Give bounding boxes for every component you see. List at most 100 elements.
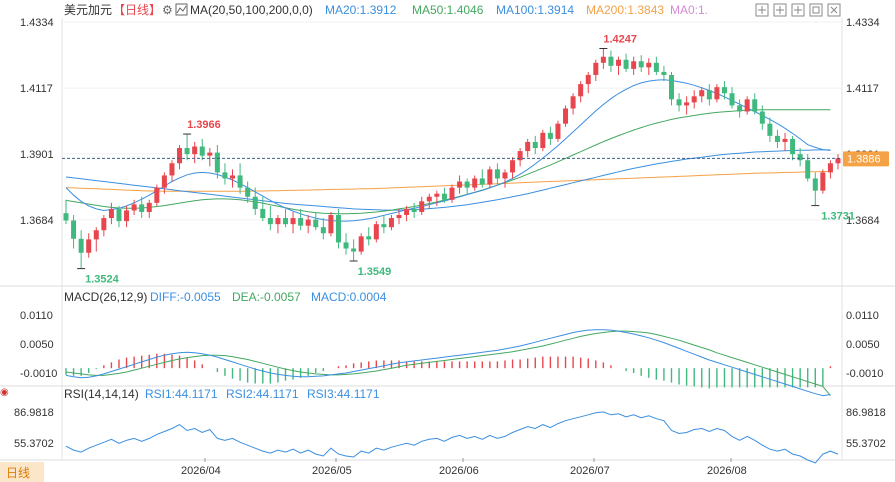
extreme-label: 1.3731 — [821, 211, 855, 223]
candle-body — [646, 62, 652, 68]
candle-body — [411, 208, 417, 212]
restore-icon[interactable] — [809, 3, 823, 17]
symbol-title: 美元加元 — [64, 3, 112, 17]
zoom-in-icon[interactable] — [755, 3, 769, 17]
candle-body — [812, 178, 818, 191]
candle-body — [358, 236, 364, 252]
ma100-line — [65, 149, 831, 211]
last-price-tag-text: 1.3886 — [847, 153, 881, 165]
candle-body — [563, 108, 569, 124]
rsi-handle-icon[interactable]: ◉ — [0, 387, 9, 398]
last-price-tag — [843, 151, 889, 167]
candle-body — [676, 99, 682, 106]
price-tick-right: 1.4117 — [846, 83, 879, 95]
rsi-panel: RSI(14,14,14) RSI1:44.1171 RSI2:44.1171 … — [14, 387, 886, 464]
candle-body — [827, 163, 833, 173]
candle-body — [653, 62, 659, 72]
candle-body — [419, 201, 425, 212]
candle-body — [684, 102, 690, 106]
candle-body — [78, 238, 84, 253]
price-tick-left: 1.4117 — [20, 83, 53, 95]
candle-body — [555, 123, 561, 139]
period-button-label[interactable]: 日线 — [6, 466, 30, 480]
candle-body — [593, 62, 599, 75]
candle-body — [282, 218, 288, 225]
candle-body — [487, 169, 493, 185]
candle-body — [86, 239, 92, 253]
macd-tick-right: -0.0010 — [846, 368, 883, 380]
candle-body — [752, 99, 758, 112]
candle-body — [199, 146, 205, 156]
candle-body — [691, 96, 697, 103]
candle-body — [623, 59, 629, 69]
candle-body — [230, 175, 236, 179]
candle-body — [366, 236, 372, 240]
candle-body — [335, 215, 341, 243]
candle-body — [494, 169, 500, 179]
candle-body — [328, 215, 334, 234]
candle-body — [600, 56, 606, 63]
candle-body — [638, 61, 644, 68]
candle-body — [71, 220, 77, 239]
macd-tick-right: 0.0110 — [846, 310, 879, 322]
candle-body — [570, 96, 576, 109]
ma50-line — [65, 109, 831, 215]
ma-chart-icon[interactable] — [175, 3, 188, 16]
candle-body — [222, 172, 228, 179]
candle-body — [101, 218, 107, 231]
diff-path — [65, 329, 831, 397]
candle-body — [585, 74, 591, 85]
candle-body — [767, 123, 773, 136]
ma-params-label: MA(20,50,100,200,0,0) — [190, 3, 313, 17]
dea-path — [65, 330, 831, 396]
candle-body — [820, 172, 826, 191]
panel-frames — [0, 18, 895, 461]
candle-body — [169, 163, 175, 176]
candle-body — [396, 215, 402, 219]
candle-body — [252, 196, 258, 209]
period-button[interactable] — [0, 462, 44, 482]
ma200-value: MA200:1.3843 — [586, 3, 664, 17]
candle-body — [207, 152, 213, 156]
chart-header: 美元加元 【日线】 ⚙ MA(20,50,100,200,0,0) MA20:1… — [64, 3, 841, 17]
macd-dea-value: DEA:-0.0057 — [232, 290, 301, 304]
candle-body — [388, 218, 394, 228]
fit-icon[interactable] — [791, 3, 805, 17]
rsi-axis: 86.9818 86.9818 55.3702 55.3702 — [14, 407, 886, 450]
ma50-path — [65, 109, 831, 215]
candle-body — [404, 208, 410, 216]
period-tag: 【日线】 — [113, 3, 161, 17]
candle-body — [608, 56, 614, 66]
candle-body — [351, 248, 357, 252]
macd-histogram — [65, 353, 832, 389]
candle-body — [260, 208, 266, 219]
candle-body — [267, 218, 273, 225]
candle-body — [502, 172, 508, 179]
candle-body — [525, 141, 531, 152]
candle-body — [116, 208, 122, 222]
macd-diff-value: DIFF:-0.0055 — [150, 290, 221, 304]
extreme-label: 1.3966 — [187, 119, 221, 131]
candle-body — [373, 224, 379, 240]
x-tick-label: 2026/06 — [439, 465, 479, 477]
ma20-line — [65, 79, 831, 222]
candle-body — [161, 175, 167, 188]
ma20-value: MA20:1.3912 — [325, 3, 397, 17]
candle-body — [146, 202, 152, 212]
zoom-out-icon[interactable] — [773, 3, 787, 17]
candle-body — [774, 135, 780, 142]
ma-chart-icon-line — [176, 5, 187, 14]
rsi1-value: RSI1:44.1171 — [145, 387, 218, 401]
macd-diff-line — [65, 329, 831, 397]
rsi2-value: RSI2:44.1171 — [226, 387, 299, 401]
candle-body — [237, 175, 243, 188]
settings-gear-icon[interactable]: ⚙ — [162, 3, 173, 17]
x-tick-label: 2026/04 — [181, 465, 221, 477]
ma100-value: MA100:1.3914 — [496, 3, 574, 17]
candle-body — [805, 160, 811, 179]
candle-body — [131, 204, 137, 211]
candle-body — [154, 187, 160, 203]
close-icon[interactable] — [827, 3, 841, 17]
price-panel: 1.3886 1.3966 1.4247 1.3524 1.3549 1.3731 — [62, 33, 889, 286]
candle-body — [578, 84, 584, 97]
